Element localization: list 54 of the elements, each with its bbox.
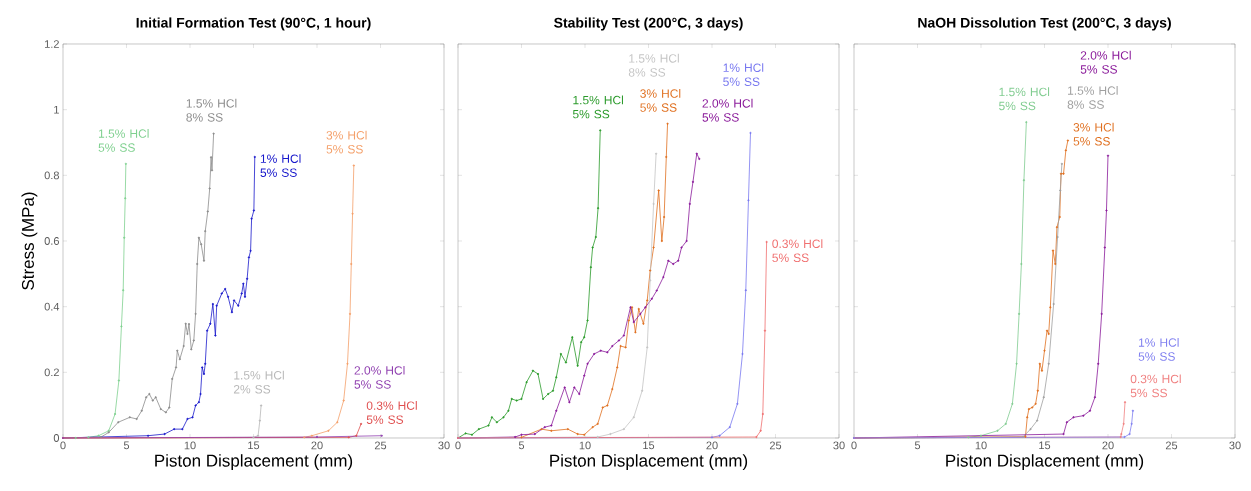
x-tick-label: 30 — [1229, 441, 1241, 450]
x-tick-label: 25 — [1165, 441, 1178, 450]
x-tick-label: 5 — [123, 441, 130, 450]
series-label: 0.3% HCl 5% SS — [366, 401, 417, 424]
x-tick-label: 0 — [455, 441, 461, 450]
series-label: 1.5% HCl 8% SS — [186, 98, 237, 122]
x-axis-title: Piston Displacement (mm) — [550, 454, 748, 471]
series-label: 0.3% HCl 5% SS — [772, 239, 823, 262]
series-label: 1.5% HCl 2% SS — [233, 370, 284, 394]
x-axis-title: Piston Displacement (mm) — [155, 454, 353, 471]
x-tick-label: 25 — [374, 441, 387, 450]
x-tick-label: 10 — [579, 441, 591, 450]
series-label: 3% HCl 5% SS — [640, 88, 681, 112]
y-tick-label: 1 — [54, 105, 59, 114]
y-tick-label: 1.2 — [45, 40, 59, 48]
y-tick-label: 0 — [53, 434, 60, 442]
x-tick-label: 5 — [518, 441, 525, 450]
text: 2.0% HCl 5% SS — [354, 365, 405, 389]
text: 1% HCl 5% SS — [723, 63, 764, 86]
y-axis-title: Stress (MPa) — [21, 192, 38, 290]
x-tick-label: 5 — [914, 441, 921, 450]
x-tick-label: 0 — [851, 441, 857, 450]
chart-title: Stability Test (200°C, 3 days) — [554, 17, 743, 31]
series-label: 3% HCl 5% SS — [326, 130, 367, 154]
x-tick-label: 10 — [184, 441, 196, 450]
series-label: 1.5% HCl 5% SS — [572, 95, 623, 119]
series-label: 3% HCl 5% SS — [1073, 122, 1114, 146]
x-axis-title: Piston Displacement (mm) — [946, 454, 1144, 471]
series-label: 1% HCl 5% SS — [260, 154, 301, 177]
y-tick-label: 0.6 — [44, 237, 59, 245]
series-label: 1.5% HCl 5% SS — [999, 87, 1050, 111]
x-tick-label: 30 — [438, 441, 450, 450]
x-tick-label: 0 — [60, 441, 66, 450]
x-tick-label: 25 — [769, 441, 782, 450]
text: 1.5% HCl 8% SS — [1067, 86, 1118, 109]
text: 1.5% HCl 8% SS — [628, 53, 679, 77]
chart-title: Initial Formation Test (90°C, 1 hour) — [136, 17, 371, 31]
x-tick-label: 15 — [1039, 441, 1051, 450]
x-tick-label: 20 — [1102, 441, 1114, 450]
x-tick-label: 10 — [975, 441, 987, 450]
x-tick-label: 15 — [643, 441, 655, 450]
x-tick-label: 20 — [706, 441, 718, 450]
chart-title: NaOH Dissolution Test (200°C, 3 days) — [918, 17, 1171, 31]
text: 2.0% HCl 5% SS — [702, 98, 753, 122]
y-tick-label: 0.4 — [44, 302, 60, 311]
y-tick-label: 0.2 — [44, 368, 59, 377]
series-label: 0.3% HCl 5% SS — [1130, 374, 1181, 398]
text: 2.0% HCl 5% SS — [1080, 50, 1131, 74]
x-tick-label: 20 — [311, 441, 323, 450]
y-tick-label: 0.8 — [44, 171, 59, 180]
x-tick-label: 30 — [833, 441, 845, 450]
series-label: 1.5% HCl 5% SS — [98, 129, 149, 152]
text: 1% HCl 5% SS — [1138, 337, 1179, 361]
x-tick-label: 15 — [248, 441, 260, 450]
